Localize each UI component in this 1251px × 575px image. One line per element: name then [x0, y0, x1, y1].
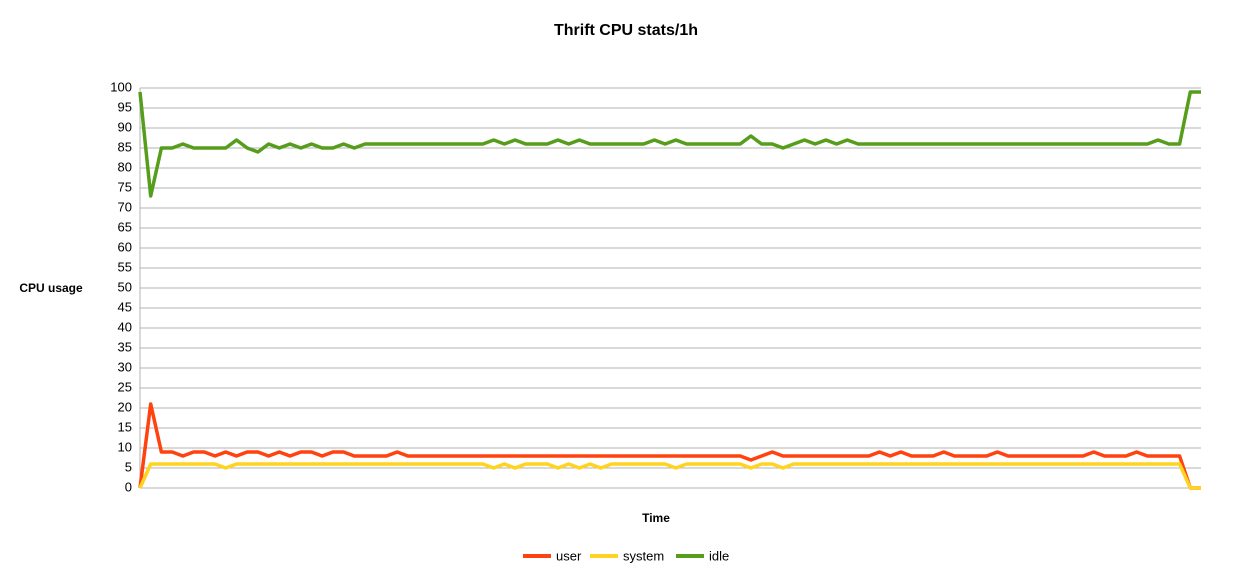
y-tick-label: 5: [125, 459, 132, 474]
chart-title: Thrift CPU stats/1h: [554, 22, 698, 39]
y-tick-label: 15: [118, 419, 132, 434]
series-line: [138, 402, 1201, 490]
y-tick-label: 35: [118, 339, 132, 354]
y-tick-label: 90: [118, 119, 132, 134]
series-line: [138, 462, 1201, 490]
series-line: [138, 90, 1201, 198]
y-tick-label: 65: [118, 219, 132, 234]
y-axis-title: CPU usage: [19, 281, 83, 295]
y-tick-label: 75: [118, 179, 132, 194]
x-axis-title: Time: [642, 511, 670, 525]
legend-label: idle: [709, 548, 729, 563]
y-tick-label: 60: [118, 239, 132, 254]
y-tick-label: 55: [118, 259, 132, 274]
y-tick-label: 85: [118, 139, 132, 154]
y-tick-label: 25: [118, 379, 132, 394]
y-tick-label: 20: [118, 399, 132, 414]
y-tick-label: 40: [118, 319, 132, 334]
y-tick-label: 0: [125, 479, 132, 494]
y-tick-label: 95: [118, 99, 132, 114]
legend-label: system: [623, 548, 664, 563]
legend-label: user: [556, 548, 582, 563]
y-tick-label: 50: [118, 279, 132, 294]
y-tick-label: 100: [110, 79, 132, 94]
y-tick-label: 45: [118, 299, 132, 314]
y-tick-label: 10: [118, 439, 132, 454]
y-tick-label: 30: [118, 359, 132, 374]
y-tick-label: 70: [118, 199, 132, 214]
y-tick-label: 80: [118, 159, 132, 174]
